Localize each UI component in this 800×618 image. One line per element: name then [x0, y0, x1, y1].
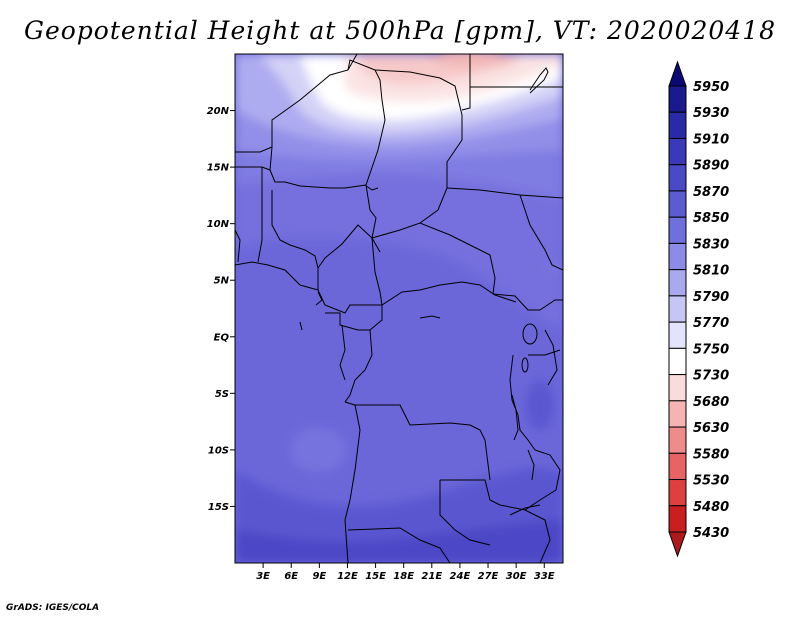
colorbar-level-label: 5850 — [693, 211, 729, 226]
colorbar-level-label: 5680 — [693, 395, 729, 410]
lon-label: 3E — [256, 571, 270, 582]
longitude-axis: 3E 6E 9E 12E 15E 18E 21E 24E 27E 30E 33E — [256, 563, 555, 582]
colorbar-swatch — [668, 295, 687, 323]
colorbar-level-label: 5910 — [693, 132, 729, 147]
colorbar-level-label: 5730 — [693, 369, 729, 384]
colorbar-swatch — [668, 505, 687, 533]
lat-label: 5N — [214, 276, 230, 287]
lon-label: 27E — [478, 571, 499, 582]
colorbar-swatch — [668, 452, 687, 481]
lon-label: 24E — [450, 571, 471, 582]
colorbar-level-label: 5930 — [693, 106, 729, 121]
colorbar-level-label: 5750 — [693, 342, 729, 357]
latitude-axis: 20N 15N 10N 5N EQ 5S 10S 15S — [207, 106, 235, 513]
colorbar-level-label: 5430 — [693, 526, 729, 541]
colorbar-swatch — [668, 426, 687, 454]
colorbar-swatch — [668, 347, 687, 376]
colorbar-swatch — [668, 111, 687, 139]
lon-label: 9E — [312, 571, 326, 582]
colorbar-level-label: 5830 — [693, 237, 729, 252]
colorbar-swatch — [668, 321, 687, 349]
colorbar-swatch — [668, 216, 687, 244]
map-frame — [234, 53, 564, 564]
country-borders — [235, 54, 563, 563]
colorbar-swatch — [668, 85, 687, 113]
colorbar-level-label: 5890 — [693, 159, 729, 174]
colorbar-swatch — [668, 400, 687, 428]
colorbar: 5950 5930 5910 5890 5870 5850 5830 5810 5790 5770… — [668, 60, 729, 558]
lon-label: 12E — [337, 571, 358, 582]
lon-label: 21E — [421, 571, 442, 582]
lon-label: 6E — [284, 571, 298, 582]
colorbar-swatch — [668, 190, 687, 218]
lat-label: 5S — [215, 389, 229, 400]
grads-credit: GrADS: IGES/COLA — [6, 603, 100, 613]
lat-label: 15N — [207, 163, 230, 174]
colorbar-level-label: 5770 — [693, 316, 729, 331]
lon-label: 30E — [506, 571, 527, 582]
colorbar-swatch — [668, 137, 687, 166]
lat-label: EQ — [214, 332, 230, 343]
colorbar-level-label: 5630 — [693, 421, 729, 436]
lat-label: 10N — [207, 219, 230, 230]
colorbar-level-label: 5580 — [693, 447, 729, 462]
colorbar-top-arrow — [668, 60, 687, 87]
colorbar-level-label: 5480 — [693, 500, 729, 515]
contour-field — [235, 54, 563, 563]
colorbar-level-label: 5530 — [693, 474, 729, 489]
map-title: Geopotential Height at 500hPa [gpm], VT:… — [23, 16, 777, 45]
colorbar-swatch — [668, 374, 687, 402]
colorbar-swatch — [668, 269, 687, 297]
colorbar-level-label: 5810 — [693, 264, 729, 279]
lat-label: 20N — [207, 106, 230, 117]
lat-label: 15S — [208, 502, 229, 513]
colorbar-swatch — [668, 164, 687, 192]
lat-label: 10S — [208, 445, 229, 456]
colorbar-swatch — [668, 242, 687, 271]
colorbar-bottom-arrow — [668, 531, 687, 558]
colorbar-level-label: 5950 — [693, 80, 729, 95]
colorbar-swatch — [668, 479, 687, 507]
colorbar-level-label: 5790 — [693, 290, 729, 305]
lon-label: 18E — [393, 571, 414, 582]
colorbar-level-label: 5870 — [693, 185, 729, 200]
lon-label: 15E — [365, 571, 386, 582]
lon-label: 33E — [534, 571, 555, 582]
